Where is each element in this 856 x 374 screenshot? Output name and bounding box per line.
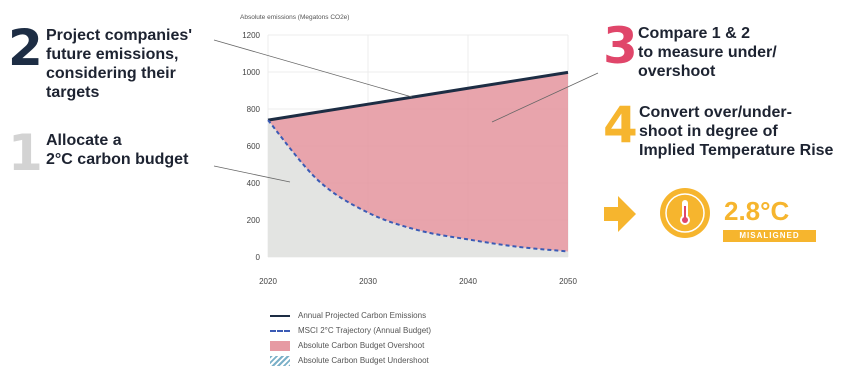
step-2: 2 Project companies' future emissions, c… bbox=[8, 19, 193, 102]
step-3-line-1: Compare 1 & 2 bbox=[638, 25, 751, 42]
step-1-line-2: 2°C carbon budget bbox=[46, 151, 189, 168]
y-tick-label: 1200 bbox=[242, 31, 260, 40]
step-4: 4 Convert over/under- shoot in degree of… bbox=[603, 96, 834, 160]
x-tick-label: 2030 bbox=[359, 277, 377, 286]
connector-step3 bbox=[491, 72, 599, 123]
y-tick-label: 200 bbox=[247, 216, 261, 225]
step-1-number: 1 bbox=[8, 124, 43, 182]
legend-item: MSCI 2°C Trajectory (Annual Budget) bbox=[270, 323, 431, 338]
x-tick-label: 2050 bbox=[559, 277, 577, 286]
connector-step1 bbox=[213, 165, 291, 183]
legend-swatch-projected bbox=[270, 311, 290, 321]
step-3: 3 Compare 1 & 2 to measure under/ oversh… bbox=[603, 17, 777, 81]
trajectory-line bbox=[267, 119, 569, 253]
step-3-line-2: to measure under/ bbox=[638, 44, 777, 61]
step-4-line-3: Implied Temperature Rise bbox=[639, 142, 834, 159]
connector-lines bbox=[213, 39, 599, 183]
step-3-number: 3 bbox=[603, 17, 638, 75]
y-tick-label: 600 bbox=[247, 142, 261, 151]
legend-label: Absolute Carbon Budget Overshoot bbox=[298, 341, 425, 350]
step-2-line-3: considering their bbox=[46, 65, 176, 82]
chart-legend: Annual Projected Carbon Emissions MSCI 2… bbox=[270, 308, 431, 368]
step-4-number: 4 bbox=[603, 96, 638, 154]
y-tick-label: 0 bbox=[256, 253, 261, 262]
step-1: 1 Allocate a 2°C carbon budget bbox=[8, 124, 189, 182]
y-tick-label: 400 bbox=[247, 179, 261, 188]
step-4-line-1: Convert over/under- bbox=[639, 104, 792, 121]
step-2-number: 2 bbox=[8, 19, 43, 77]
legend-swatch-trajectory bbox=[270, 329, 290, 332]
budget-area bbox=[268, 120, 568, 257]
x-tick-label: 2040 bbox=[459, 277, 477, 286]
legend-item: Absolute Carbon Budget Undershoot bbox=[270, 353, 431, 368]
implied-temperature: 2.8°C bbox=[724, 196, 790, 226]
legend-label: Annual Projected Carbon Emissions bbox=[298, 311, 427, 320]
y-tick-label: 1000 bbox=[242, 68, 260, 77]
projected-emissions-line bbox=[267, 70, 569, 122]
thermometer-icon bbox=[660, 188, 710, 238]
legend-swatch-undershoot bbox=[270, 355, 290, 366]
overshoot-area bbox=[268, 72, 568, 252]
misaligned-badge: MISALIGNED bbox=[723, 230, 816, 242]
legend-label: MSCI 2°C Trajectory (Annual Budget) bbox=[298, 326, 432, 335]
connector-step2 bbox=[213, 39, 413, 98]
legend-item: Absolute Carbon Budget Overshoot bbox=[270, 338, 431, 353]
step-3-line-3: overshoot bbox=[638, 63, 716, 80]
legend-item: Annual Projected Carbon Emissions bbox=[270, 308, 431, 323]
legend-swatch-overshoot bbox=[270, 340, 290, 351]
x-tick-label: 2020 bbox=[259, 277, 277, 286]
y-tick-label: 800 bbox=[247, 105, 261, 114]
step-2-line-2: future emissions, bbox=[46, 46, 179, 63]
step-2-line-1: Project companies' bbox=[46, 27, 193, 44]
legend-label: Absolute Carbon Budget Undershoot bbox=[298, 356, 429, 365]
axis-ticks: 0 200 400 600 800 1000 1200 2020 2030 2040 2050 bbox=[242, 31, 577, 286]
y-axis-label: Absolute emissions (Megatons CO2e) bbox=[240, 14, 349, 21]
step-4-line-2: shoot in degree of bbox=[639, 123, 778, 140]
step-2-line-4: targets bbox=[46, 84, 100, 101]
step-1-line-1: Allocate a bbox=[46, 132, 122, 149]
